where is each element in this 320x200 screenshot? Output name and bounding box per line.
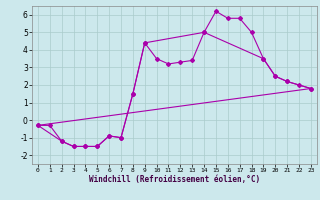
X-axis label: Windchill (Refroidissement éolien,°C): Windchill (Refroidissement éolien,°C) xyxy=(89,175,260,184)
